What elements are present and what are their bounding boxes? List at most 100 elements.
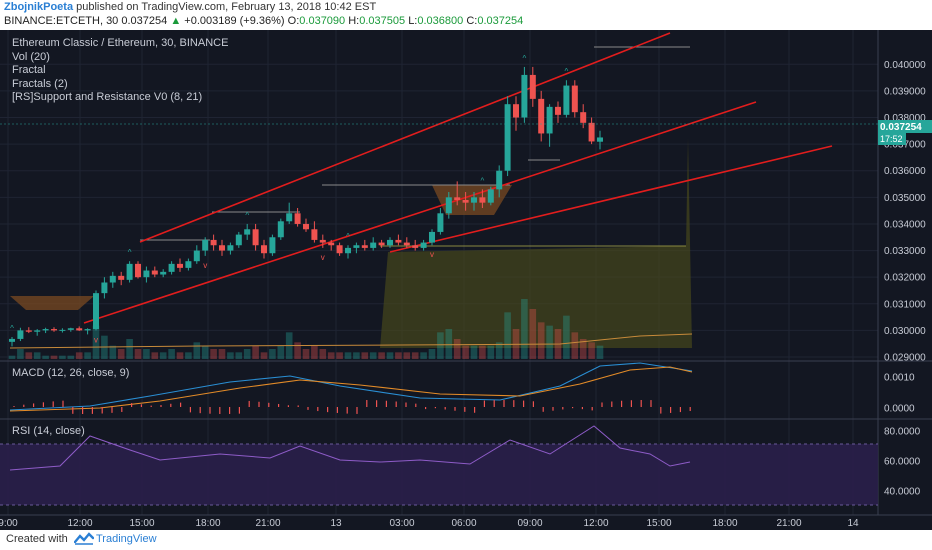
fractal-down-marker: v xyxy=(321,253,325,262)
time-tick-label: 18:00 xyxy=(712,518,737,529)
high-label: H: xyxy=(348,15,360,27)
candle-body xyxy=(353,245,360,248)
chart-area[interactable]: ^ ^ ^ ^ ^ ^ ^ v v v v 0.040000 0.039000 0.038000 0.03… xyxy=(0,30,932,530)
macd-tick-label: 0.0010 xyxy=(884,373,915,384)
candle-body xyxy=(9,338,15,342)
created-with: Created with xyxy=(6,533,68,545)
candle-body xyxy=(227,245,234,251)
trend-lines[interactable] xyxy=(83,32,833,324)
candle-body xyxy=(101,282,108,294)
volume-bar xyxy=(487,345,495,359)
volume-bar xyxy=(176,352,184,359)
candle-body xyxy=(286,213,293,222)
candle-body xyxy=(235,234,242,246)
candle-body xyxy=(420,242,427,248)
price-tick-label: 0.033000 xyxy=(884,246,926,257)
tradingview-brand[interactable]: TradingView xyxy=(96,533,157,545)
candle-body xyxy=(25,330,32,332)
time-tick-label: 13 xyxy=(330,518,342,529)
volume-bar xyxy=(403,352,411,359)
author-link[interactable]: ZbojnikPoeta xyxy=(4,1,74,13)
chart-legend: Ethereum Classic / Ethereum, 30, BINANCE… xyxy=(12,37,228,105)
candle-body xyxy=(219,245,225,251)
axes: 0.040000 0.039000 0.038000 0.037000 0.036000… xyxy=(0,60,932,529)
open-label: O: xyxy=(287,15,300,27)
sr-zone xyxy=(380,138,692,348)
volume-ma-line xyxy=(9,333,693,349)
fractal-up-marker: ^ xyxy=(10,324,14,333)
fractal-up-marker: ^ xyxy=(128,248,132,257)
volume-bar xyxy=(571,332,579,359)
candle-body xyxy=(269,237,276,254)
volume-bar xyxy=(336,352,343,359)
volume-bar xyxy=(302,349,310,359)
volume-bar xyxy=(17,349,24,359)
rsi-tick-label: 80.0000 xyxy=(884,427,921,438)
symbol: BINANCE:ETCETH, 30 xyxy=(4,15,119,27)
candle-body xyxy=(151,270,158,275)
volume-bar xyxy=(109,345,117,359)
candles xyxy=(9,66,603,347)
volume-bar xyxy=(252,345,259,359)
tradingview-logo-icon xyxy=(74,532,94,545)
time-tick-label: 06:00 xyxy=(451,518,476,529)
candle-body xyxy=(202,239,209,251)
volume-bar xyxy=(378,352,385,359)
volume-bar xyxy=(294,342,301,359)
time-tick-label: 09:00 xyxy=(517,518,542,529)
fractal-up-marker: ^ xyxy=(245,211,249,220)
rsi-pane xyxy=(0,425,878,506)
volume-bar xyxy=(319,349,327,359)
candle-body xyxy=(210,239,217,246)
volume-bar xyxy=(201,345,209,359)
legend-fractal: Fractal xyxy=(12,64,46,76)
volume-bar xyxy=(395,352,402,359)
close-label: C: xyxy=(466,15,478,27)
last-price: 0.037254 xyxy=(121,15,168,27)
candle-body xyxy=(17,330,24,339)
legend-sr: [RS]Support and Resistance V0 (8, 21) xyxy=(12,91,203,103)
symbol-info: BINANCE:ETCETH, 30 0.037254 ▲ +0.003189 … xyxy=(4,15,523,27)
publish-header: ZbojnikPoeta published on TradingView.co… xyxy=(0,0,932,30)
macd-tick-label: 0.0000 xyxy=(884,404,915,415)
candle-body xyxy=(277,221,284,238)
candle-body xyxy=(429,231,435,243)
volume-bars xyxy=(8,299,693,359)
candle-body xyxy=(571,85,578,113)
volume-bar xyxy=(529,309,537,359)
price-chart[interactable]: ^^^^^^^vvv v 0.0400000.0390000.0380000.03… xyxy=(0,30,932,530)
candle-body xyxy=(244,229,251,235)
volume-bar xyxy=(42,355,49,359)
volume-bar xyxy=(84,352,91,359)
price-tick-label: 0.032000 xyxy=(884,273,926,284)
candle-body xyxy=(412,245,419,248)
volume-bar xyxy=(588,342,595,359)
volume-bar xyxy=(75,352,83,359)
candle-body xyxy=(84,329,91,331)
timer-badge xyxy=(878,133,906,145)
change-value: +0.003189 (+9.36%) xyxy=(184,15,285,27)
price-tick-label: 0.036000 xyxy=(884,166,926,177)
candle-body xyxy=(261,245,267,254)
time-tick-label: 14 xyxy=(847,518,859,529)
volume-bar xyxy=(50,355,58,359)
price-tick-label: 0.029000 xyxy=(884,353,926,364)
sr-zone xyxy=(10,296,94,310)
legend-fractals: Fractals (2) xyxy=(12,77,68,90)
rsi-tick-label: 60.0000 xyxy=(884,457,921,468)
candle-body xyxy=(378,242,385,246)
rsi-label: RSI (14, close) xyxy=(12,425,85,437)
volume-bar xyxy=(67,355,75,359)
volume-bar xyxy=(260,352,268,359)
legend-vol: Vol (20) xyxy=(12,50,50,63)
candle-body xyxy=(328,242,335,246)
candle-body xyxy=(168,263,175,272)
price-tick-label: 0.037000 xyxy=(884,140,926,151)
price-tick-label: 0.039000 xyxy=(884,86,926,97)
time-tick-label: 18:00 xyxy=(195,518,220,529)
candle-body xyxy=(42,329,49,331)
candle-body xyxy=(538,98,545,134)
volume-bar xyxy=(344,352,352,359)
candle-body xyxy=(126,263,133,280)
volume-bar xyxy=(411,352,419,359)
